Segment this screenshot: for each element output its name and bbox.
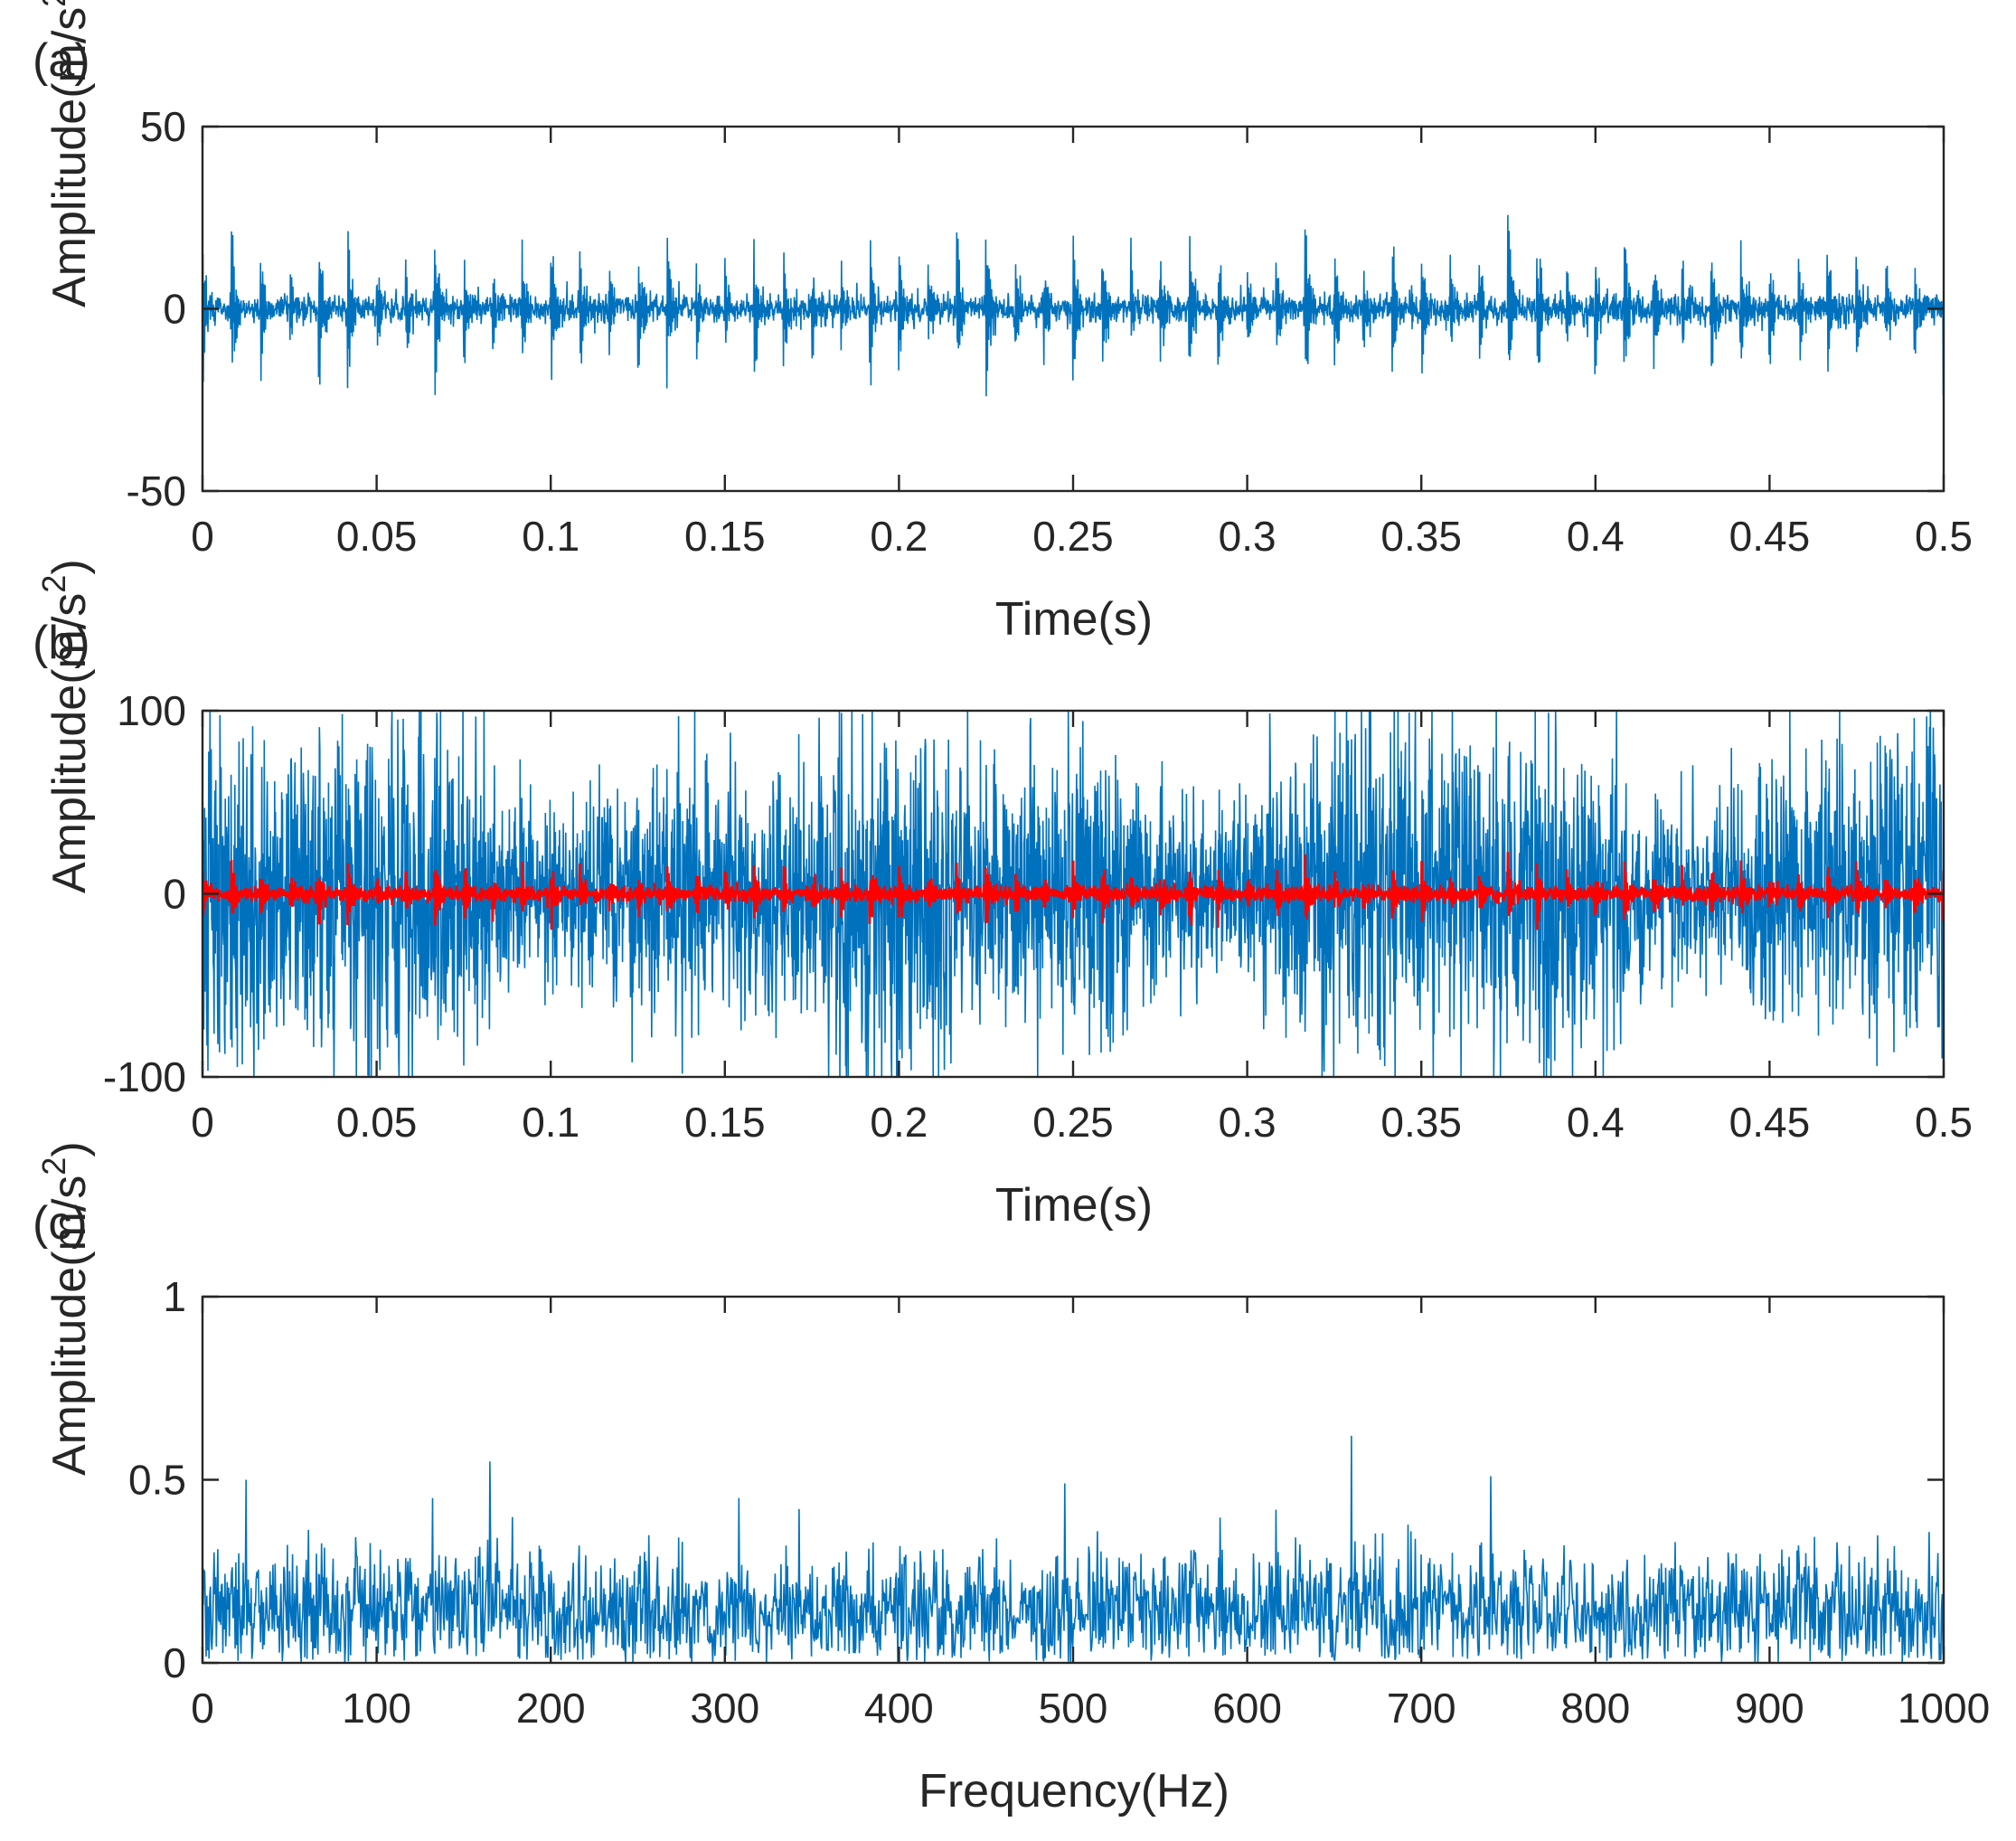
panel-c-series-0 [203,1435,1944,1663]
panel-b-xtick-label-9: 0.45 [1729,1099,1811,1146]
panel-b-xtick-label-6: 0.3 [1219,1099,1276,1146]
panel-b-xtick-label-8: 0.4 [1567,1099,1625,1146]
panel-c-xtick-label-4: 400 [864,1685,934,1732]
panel-a-ytick-label-2: 50 [140,103,186,150]
panel-b-xlabel: Time(s) [995,1179,1153,1232]
panel-c-xtick-label-10: 1000 [1898,1685,1990,1732]
panel-b-series [203,711,1944,1077]
panel-a-xlabel: Time(s) [995,593,1153,646]
panel-c-axes: 0 100 200 300 400 500 600 700 800 900 1000 0 0.5 1 [128,1273,1990,1732]
panel-c-label: (c) [33,1197,88,1250]
panel-c-ylabel: Amplitude(m/s2) [35,1141,96,1476]
panel-a-xtick-label-9: 0.45 [1729,513,1811,560]
panel-a-label: (a) [33,34,90,87]
panel-a-ytick-label-1: 0 [163,286,186,333]
panel-a-xtick-label-6: 0.3 [1219,513,1276,560]
panel-a-xtick-label-7: 0.35 [1380,513,1462,560]
panel-c-ylabel-text: Amplitude(m/s [43,1175,96,1476]
panel-c-xtick-label-7: 700 [1387,1685,1456,1732]
panel-b-ytick-label-1: 0 [163,871,186,918]
panel-b: (b) Amplitude(m/s2) 0 0.05 0.1 0.15 0.2 0.25 0… [33,559,1973,1232]
panel-c-ytick-label-0: 0 [163,1639,186,1686]
panel-a-xtick-label-2: 0.1 [522,513,579,560]
panel-a-ylabel-sup: 2 [35,0,72,7]
panel-a-series-0 [203,214,1944,397]
panel-a-ytick-label-0: -50 [127,467,186,515]
panel-b-ylabel-close: ) [43,559,96,574]
panel-a-xtick-label-1: 0.05 [336,513,418,560]
panel-a-xtick-label-3: 0.15 [684,513,766,560]
panel-b-label: (b) [33,617,90,669]
panel-c-ylabel-sup: 2 [35,1157,72,1175]
panel-c-xtick-label-0: 0 [191,1685,214,1732]
panel-c-xtick-label-5: 500 [1039,1685,1108,1732]
panel-c-ytick-label-1: 0.5 [128,1457,186,1504]
panel-c-ylabel-close: ) [43,1141,96,1157]
panel-c-xtick-label-1: 100 [342,1685,411,1732]
panel-c-xtick-label-6: 600 [1212,1685,1282,1732]
panel-a-axes: 0 0.05 0.1 0.15 0.2 0.25 0.3 0.35 0.4 0.45 0.5-500… [127,103,1973,560]
panel-a-xtick-label-4: 0.2 [870,513,928,560]
panel-b-xtick-label-7: 0.35 [1380,1099,1462,1146]
panel-b-ylabel-sup: 2 [35,575,72,593]
panel-c-xlabel: Frequency(Hz) [919,1765,1229,1817]
panel-b-ytick-label-0: -100 [103,1053,186,1100]
panel-b-xtick-label-0: 0 [191,1099,214,1146]
svg-text:Amplitude(m/s2): Amplitude(m/s2) [35,1141,96,1476]
panel-b-ylabel-text: Amplitude(m/s [43,593,96,893]
panel-a-xtick-label-5: 0.25 [1032,513,1114,560]
panel-a-series [203,214,1944,397]
svg-text:Amplitude(m/s2): Amplitude(m/s2) [35,0,96,307]
panel-b-axes: 0 0.05 0.1 0.15 0.2 0.25 0.3 0.35 0.4 0.45 0.5 -100… [103,687,1973,1146]
svg-text:Amplitude(m/s2): Amplitude(m/s2) [35,559,96,893]
panel-c: (c) Amplitude(m/s2) 0 100 200 300 400 500 600 7… [33,1141,1990,1817]
panel-b-xtick-label-3: 0.15 [684,1099,766,1146]
panel-a-xtick-label-8: 0.4 [1567,513,1625,560]
panel-b-ytick-label-2: 100 [117,687,186,734]
panel-a-xtick-label-10: 0.5 [1915,513,1973,560]
panel-a-xtick-label-0: 0 [191,513,214,560]
panel-c-xtick-label-3: 300 [690,1685,759,1732]
panel-b-xtick-label-2: 0.1 [522,1099,579,1146]
panel-c-xtick-label-2: 200 [516,1685,586,1732]
panel-c-ytick-label-2: 1 [163,1273,186,1320]
panel-a: (a) Amplitude(m/s2) 00.050.10.150.20.250… [33,0,1973,646]
panel-b-xtick-label-10: 0.5 [1915,1099,1973,1146]
panel-b-series-1 [203,852,1944,930]
panel-b-xtick-label-5: 0.25 [1032,1099,1114,1146]
panel-b-xtick-label-1: 0.05 [336,1099,418,1146]
panel-c-series [203,1435,1944,1663]
panel-b-xtick-label-4: 0.2 [870,1099,928,1146]
panel-a-ylabel-text: Amplitude(m/s [43,7,96,307]
panel-c-xtick-label-8: 800 [1560,1685,1630,1732]
panel-a-ylabel: Amplitude(m/s2) [35,0,96,307]
panel-c-xtick-label-9: 900 [1735,1685,1804,1732]
panel-b-ylabel: Amplitude(m/s2) [35,559,96,893]
